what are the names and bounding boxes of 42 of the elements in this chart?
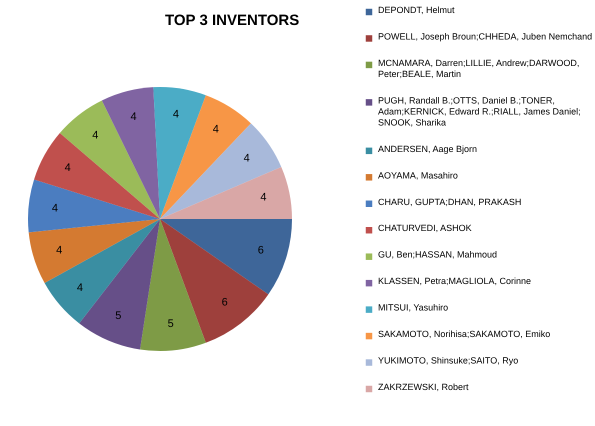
- data-label: 4: [260, 192, 266, 204]
- data-label: 4: [64, 162, 71, 174]
- pie-slice: [160, 166, 292, 219]
- legend-label: POWELL, Joseph Broun;CHHEDA, Juben Nemchand: [378, 31, 592, 42]
- data-label: 4: [76, 282, 83, 294]
- legend-label: MITSUI, Yasuhiro: [378, 302, 448, 313]
- legend-label: PUGH, Randall B.;OTTS, Daniel B.;TONER, Adam;KERNICK, Edward R.;RIALL, James Daniel;SNOOK, Sharika: [378, 95, 581, 128]
- legend-label: GU, Ben;HASSAN, Mahmoud: [378, 250, 498, 260]
- pie-slice: [44, 219, 160, 324]
- data-label: 4: [52, 202, 58, 214]
- pie-slice: [160, 219, 292, 294]
- legend-label: ZAKRZEWSKI, Robert: [378, 382, 470, 392]
- legend-label: CHARU, GUPTA;DHAN, PRAKASH: [378, 196, 522, 207]
- legend-label: AOYAMA, Masahiro: [378, 170, 458, 180]
- pie-slice: [160, 123, 282, 219]
- legend-label: MCNAMARA, Darren;LILLIE, Andrew;DARWOOD, Peter;BEALE, Martin: [378, 58, 580, 79]
- pie-slice: [160, 95, 251, 219]
- data-label: 4: [212, 123, 219, 136]
- legend-label: YUKIMOTO, Shinsuke;SAITO, Ryo: [378, 356, 518, 366]
- pie-slice: [79, 219, 160, 350]
- pie-slice: [140, 219, 206, 351]
- pie-slice: [153, 87, 206, 219]
- legend-label: ANDERSEN, Aage Bjorn: [378, 144, 478, 154]
- legend-label: CHATURVEDI, ASHOK: [378, 223, 472, 234]
- pie-slice: [102, 87, 160, 219]
- data-label: 6: [258, 244, 264, 257]
- pie-slice: [60, 100, 160, 219]
- data-label: 4: [56, 244, 62, 257]
- legend-label: SAKAMOTO, Norihisa;SAKAMOTO, Emiko: [378, 329, 550, 340]
- data-label: 4: [172, 108, 180, 121]
- legend-label: KLASSEN, Petra;MAGLIOLA, Corinne: [378, 276, 532, 286]
- legend-label: DEPONDT, Helmut: [378, 5, 456, 15]
- data-label: 4: [92, 129, 98, 142]
- data-label: 5: [115, 310, 122, 322]
- data-label: 5: [168, 318, 174, 330]
- pie-slice: [28, 219, 160, 284]
- pie-slice: [28, 179, 160, 232]
- data-label: 4: [130, 110, 137, 123]
- data-label: 4: [244, 152, 250, 165]
- chart-title: TOP 3 INVENTORS: [165, 12, 300, 29]
- data-label: 6: [222, 296, 228, 309]
- pie-slice: [160, 219, 268, 343]
